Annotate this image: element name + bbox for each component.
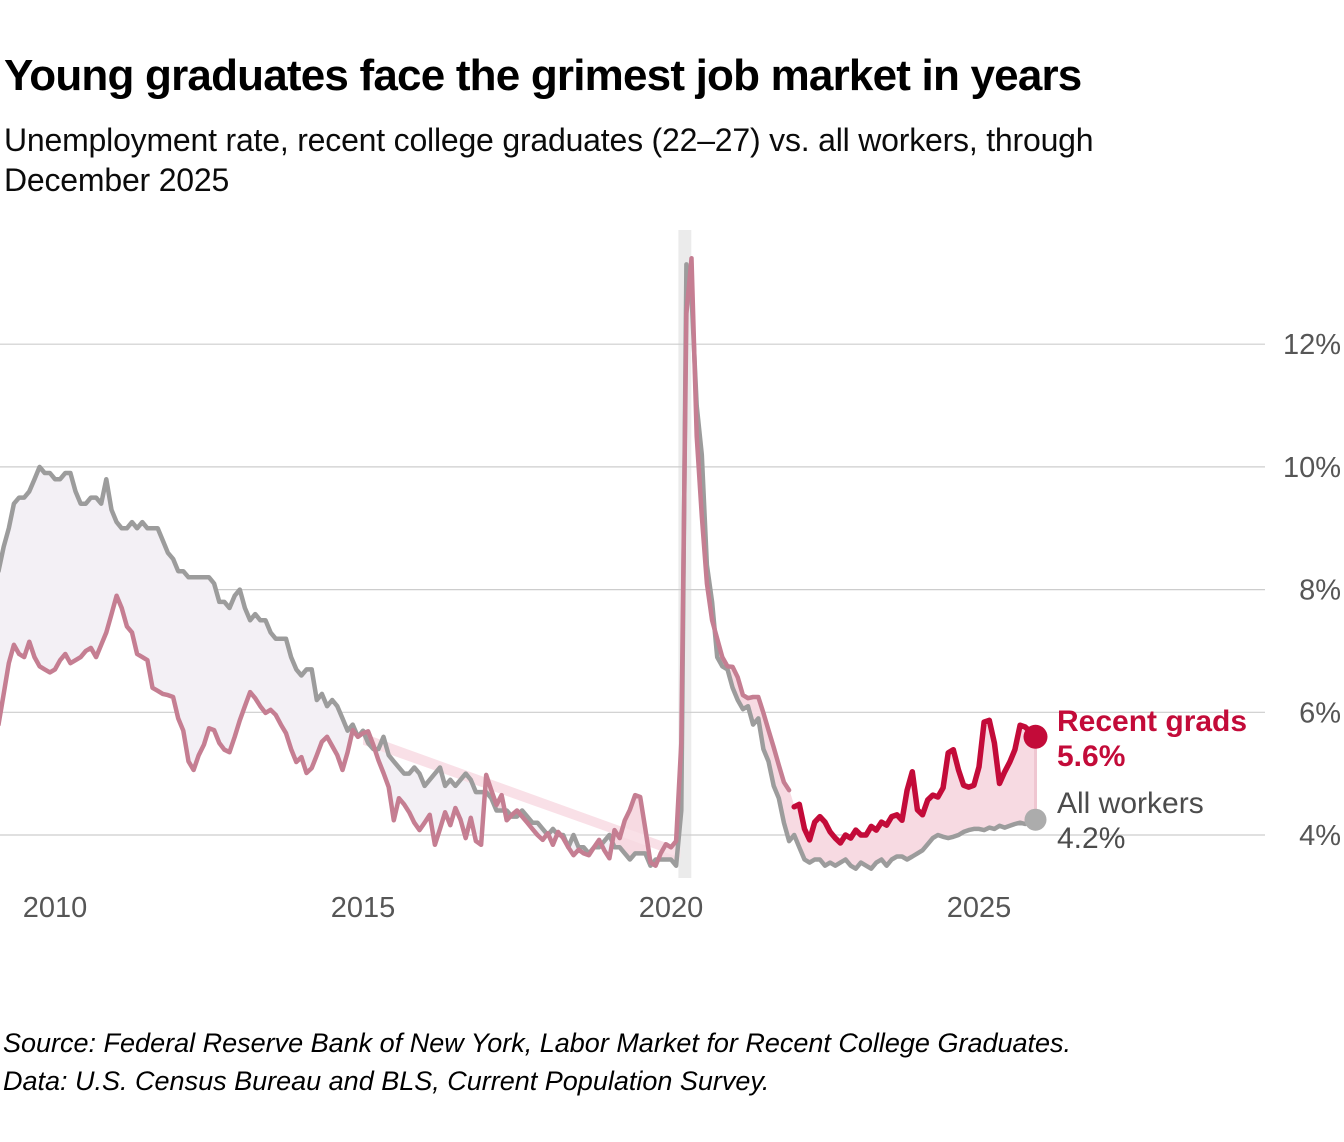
fill-segment [213, 583, 220, 744]
fill-segment [249, 612, 256, 700]
series-gap-fill [0, 258, 1036, 870]
fill-segment [203, 576, 210, 745]
fill-segment [49, 471, 56, 674]
source-line-1: Source: Federal Reserve Bank of New York… [3, 1028, 1072, 1058]
x-tick-label: 2020 [639, 892, 704, 924]
fill-segment [259, 619, 266, 715]
chart-area: 12% 10% 8% 6% 4% 2010 2015 2020 2025 [0, 182, 1344, 942]
recent-grads-line-muted [0, 256, 792, 868]
fill-segment [54, 478, 61, 671]
all-workers-annotation: All workers 4.2% [1057, 786, 1204, 856]
source-note: Source: Federal Reserve Bank of New York… [3, 1024, 1071, 1100]
fill-segment [59, 471, 66, 662]
fill-segment [295, 668, 302, 763]
fill-segment [126, 520, 133, 634]
recent-grads-line-highlight [791, 717, 1039, 846]
fill-segment [270, 631, 277, 716]
fill-segment [28, 479, 35, 658]
fill-segment [162, 540, 169, 696]
y-tick-label: 6% [1299, 697, 1341, 729]
unemployment-line-chart: 12% 10% 8% 6% 4% 2010 2015 2020 2025 [0, 230, 1341, 924]
fill-segment [18, 497, 25, 658]
fill-segment [208, 576, 215, 731]
x-tick-label: 2025 [947, 892, 1012, 924]
fill-segment [13, 496, 20, 656]
y-tick-label: 10% [1283, 452, 1341, 484]
fill-segment [34, 466, 40, 668]
fill-segment [141, 520, 148, 661]
fill-segment [39, 465, 46, 671]
page-title: Young graduates face the grimest job mar… [4, 51, 1082, 101]
fill-segment [177, 570, 184, 731]
fill-segment [254, 612, 261, 708]
x-tick-label: 2015 [331, 892, 396, 924]
all-workers-dot [1024, 808, 1047, 831]
source-line-2: Data: U.S. Census Bureau and BLS, Curren… [3, 1066, 770, 1096]
fill-segment [188, 576, 195, 772]
fill-segment [80, 503, 87, 659]
fill-segment [44, 472, 51, 674]
fill-segment [75, 491, 82, 661]
fill-segment [70, 472, 76, 664]
chart-subtitle: Unemployment rate, recent college gradua… [4, 122, 1094, 198]
recent-grads-annotation: Recent grads 5.6% [1057, 704, 1247, 774]
fill-segment [85, 496, 92, 652]
fill-segment [306, 668, 313, 774]
fill-segment [152, 527, 159, 692]
fill-segment [64, 472, 71, 665]
fill-segment [218, 601, 225, 751]
y-tick-label: 4% [1299, 820, 1341, 852]
fill-segment [157, 528, 164, 695]
fill-segment [275, 638, 282, 725]
fill-segment [95, 496, 102, 658]
fill-segment [963, 784, 970, 833]
recent-grads-dot [1023, 724, 1048, 749]
fill-segment [223, 600, 230, 753]
fill-segment [167, 551, 174, 698]
fill-segment [229, 595, 236, 753]
fill-segment [136, 521, 143, 658]
fill-segment [280, 638, 287, 735]
y-tick-label: 12% [1283, 329, 1341, 361]
recent-grads-value: 5.6% [1057, 740, 1126, 773]
fill-segment [234, 588, 241, 737]
recent-grads-label: Recent grads [1057, 705, 1248, 738]
x-tick-label: 2010 [23, 892, 88, 924]
all-workers-label: All workers [1057, 787, 1204, 820]
fill-segment [90, 497, 97, 659]
fill-segment [198, 576, 205, 756]
y-tick-label: 8% [1299, 575, 1341, 607]
fill-segment [968, 784, 975, 831]
fill-segment [23, 490, 30, 658]
fill-segment [932, 794, 939, 839]
fill-segment [891, 814, 898, 861]
all-workers-line [0, 262, 1038, 871]
fill-segment [193, 576, 200, 771]
pink-wedge [363, 733, 681, 858]
all-workers-value: 4.2% [1057, 822, 1126, 855]
fill-segment [172, 558, 179, 719]
